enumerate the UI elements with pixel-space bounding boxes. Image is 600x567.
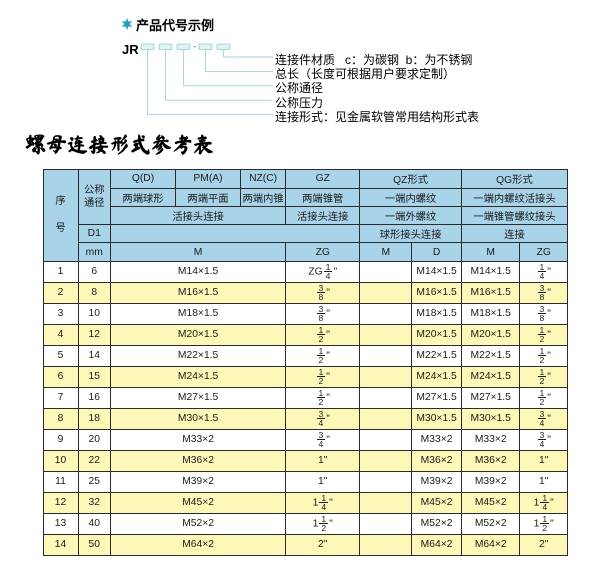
svg-text:-: - — [193, 41, 196, 51]
